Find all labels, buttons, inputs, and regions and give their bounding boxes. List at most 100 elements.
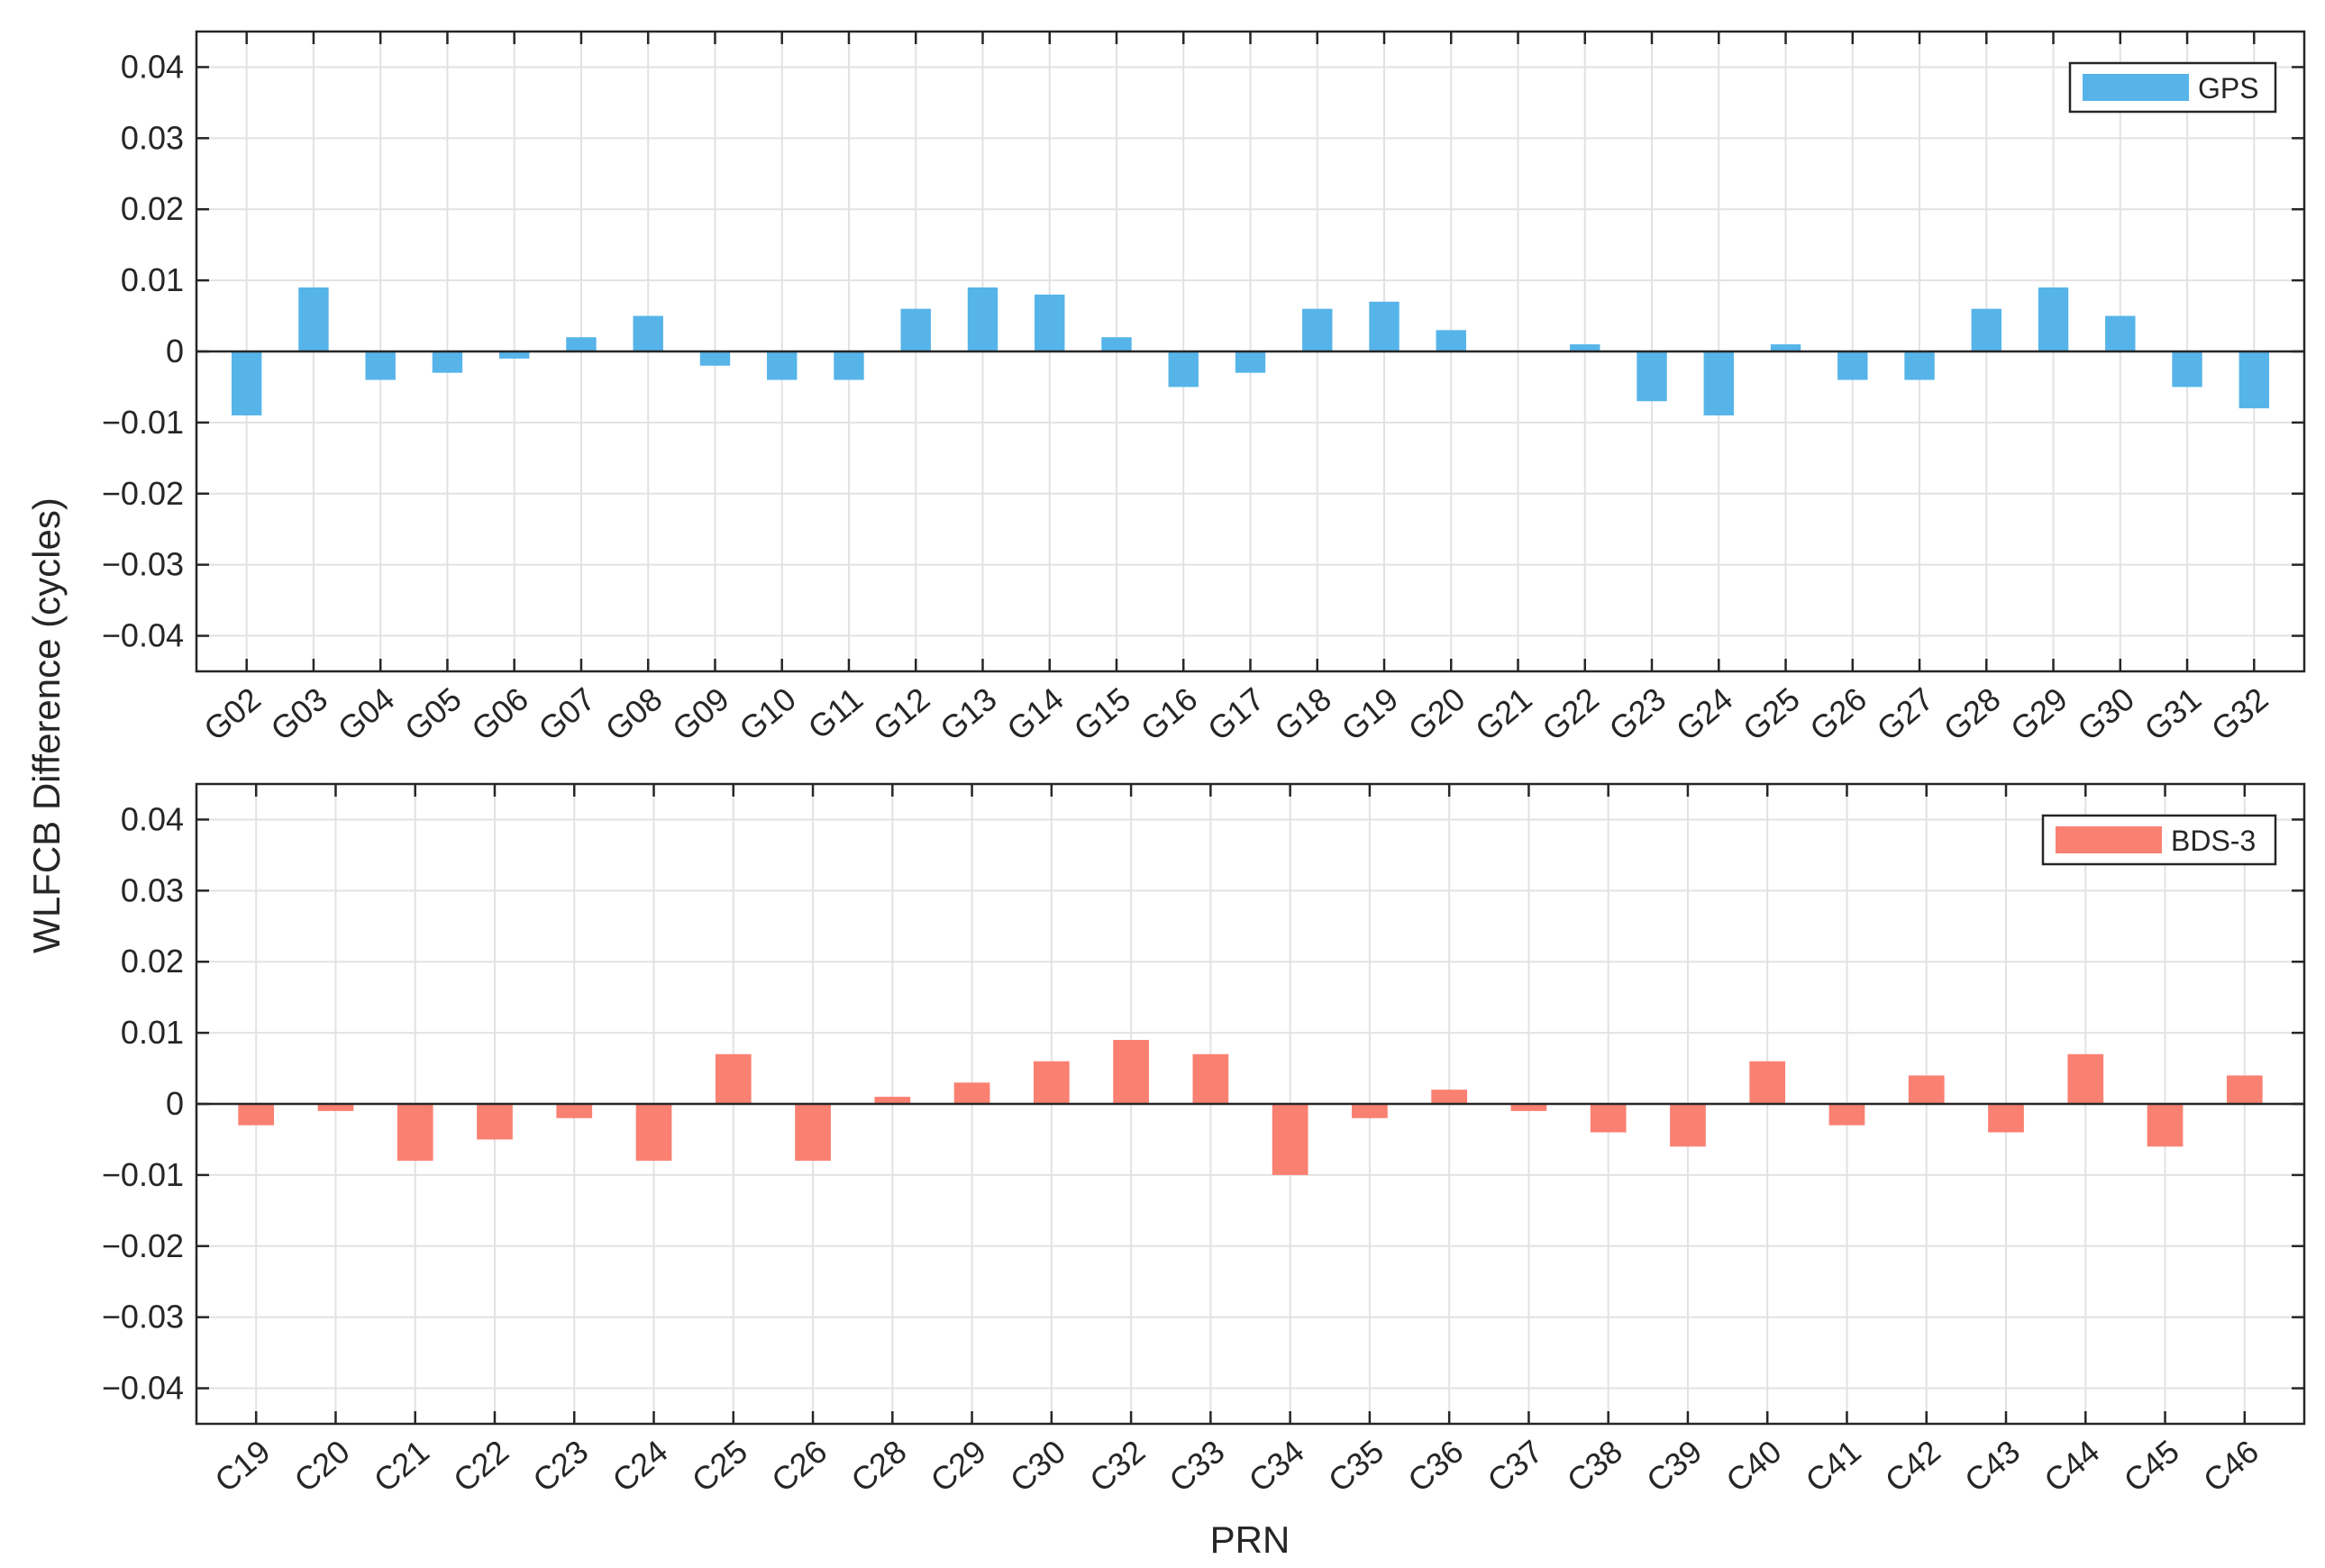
x-tick-label-g29: G29 (2003, 680, 2074, 748)
bar-c32 (1113, 1040, 1149, 1104)
y-tick-label: 0 (166, 1085, 184, 1122)
y-tick-label: −0.02 (102, 475, 184, 512)
x-tick-label-c40: C40 (1719, 1433, 1788, 1500)
bar-g23 (1637, 351, 1667, 402)
bar-g28 (1971, 308, 2002, 351)
x-tick-label-g15: G15 (1067, 680, 1137, 748)
bar-c35 (1352, 1104, 1388, 1118)
bar-g15 (1101, 337, 1132, 351)
y-tick-label: −0.03 (102, 1299, 184, 1336)
bar-c25 (715, 1053, 752, 1104)
bar-c40 (1749, 1061, 1786, 1104)
x-tick-label-g06: G06 (464, 680, 534, 748)
x-tick-label-c38: C38 (1560, 1433, 1629, 1500)
x-tick-label-g27: G27 (1870, 680, 1940, 748)
x-tick-label-g08: G08 (598, 680, 669, 748)
y-tick-label: −0.02 (102, 1227, 184, 1264)
bar-g22 (1570, 344, 1600, 351)
bar-g04 (365, 351, 396, 380)
y-tick-label: 0.01 (121, 1014, 184, 1051)
bar-c37 (1510, 1104, 1547, 1111)
x-tick-label-c41: C41 (1799, 1433, 1868, 1500)
bar-g27 (1904, 351, 1935, 380)
bar-c23 (556, 1104, 593, 1118)
bar-c42 (1908, 1075, 1945, 1104)
bar-g02 (231, 351, 262, 415)
x-tick-label-g05: G05 (397, 680, 468, 748)
bar-g32 (2238, 351, 2270, 409)
x-tick-label-g14: G14 (999, 680, 1070, 748)
x-tick-label-c39: C39 (1639, 1433, 1709, 1500)
y-tick-label: 0.04 (121, 48, 184, 85)
x-tick-label-c20: C20 (287, 1433, 357, 1500)
bar-g24 (1703, 351, 1734, 415)
legend-label: BDS-3 (2171, 825, 2256, 857)
bar-g13 (967, 287, 998, 351)
bar-c39 (1670, 1104, 1706, 1147)
legend: GPS (2068, 61, 2277, 114)
bar-g30 (2105, 315, 2136, 351)
y-tick-label: 0.01 (121, 261, 184, 298)
x-tick-label-c19: C19 (207, 1433, 277, 1500)
y-tick-label: −0.01 (102, 1156, 184, 1193)
x-tick-label-g31: G31 (2138, 680, 2208, 748)
bar-c24 (635, 1104, 672, 1162)
x-tick-label-g26: G26 (1802, 680, 1873, 748)
x-tick-label-c33: C33 (1162, 1433, 1232, 1500)
bar-g06 (498, 351, 530, 359)
x-tick-label-g30: G30 (2070, 680, 2140, 748)
bar-c20 (317, 1104, 354, 1111)
y-tick-label: −0.04 (102, 617, 184, 654)
bar-g03 (298, 287, 329, 351)
bar-c22 (477, 1104, 513, 1140)
x-tick-label-c36: C36 (1400, 1433, 1470, 1500)
x-tick-label-c22: C22 (446, 1433, 515, 1500)
bar-g07 (566, 337, 597, 351)
y-axis-label: WLFCB Difference (cycles) (25, 497, 68, 953)
y-tick-label: 0.03 (121, 119, 184, 156)
y-tick-label: 0.04 (121, 800, 184, 837)
x-tick-label-g07: G07 (532, 680, 602, 748)
x-tick-label-c28: C28 (844, 1433, 914, 1500)
x-tick-label-c30: C30 (1003, 1433, 1072, 1500)
x-tick-label-g18: G18 (1267, 680, 1337, 748)
bar-c41 (1828, 1104, 1865, 1126)
y-tick-label: 0.02 (121, 190, 184, 227)
x-tick-label-c35: C35 (1321, 1433, 1390, 1500)
x-tick-label-g24: G24 (1669, 680, 1739, 748)
x-tick-label-g09: G09 (665, 680, 735, 748)
bar-c44 (2067, 1053, 2104, 1104)
bar-g16 (1168, 351, 1199, 387)
y-tick-label: −0.04 (102, 1370, 184, 1407)
y-tick-label: 0.03 (121, 871, 184, 908)
x-tick-label-g21: G21 (1468, 680, 1538, 748)
legend-label: GPS (2198, 72, 2259, 105)
x-tick-label-g11: G11 (801, 680, 870, 746)
bar-c28 (874, 1097, 911, 1104)
bds3-panel: −0.04 −0.03 −0.02 −0.01 0 0.01 0.02 0.03 0.04 C19… (102, 782, 2306, 1500)
x-tick-label-c44: C44 (2037, 1433, 2106, 1500)
x-tick-label-g04: G04 (331, 680, 401, 748)
bar-g09 (699, 351, 731, 366)
bar-c26 (795, 1104, 831, 1162)
bar-c29 (953, 1082, 990, 1104)
x-tick-label-c46: C46 (2196, 1433, 2266, 1500)
y-tick-label: 0 (166, 333, 184, 369)
x-tick-label-g13: G13 (933, 680, 1003, 748)
y-tick-label: −0.01 (102, 404, 184, 441)
x-tick-label-c24: C24 (606, 1433, 675, 1500)
bar-g05 (432, 351, 463, 373)
bar-c36 (1431, 1089, 1468, 1104)
x-tick-label-c34: C34 (1242, 1433, 1311, 1500)
x-tick-label-c42: C42 (1878, 1433, 1947, 1500)
x-tick-label-g20: G20 (1401, 680, 1472, 748)
x-tick-label-g19: G19 (1335, 680, 1405, 748)
bar-c38 (1590, 1104, 1627, 1133)
x-tick-label-g03: G03 (264, 680, 334, 748)
bar-g17 (1235, 351, 1266, 373)
bar-c43 (1988, 1104, 2024, 1133)
x-tick-label-g32: G32 (2204, 680, 2275, 748)
x-tick-label-c25: C25 (685, 1433, 754, 1500)
x-tick-label-c45: C45 (2117, 1433, 2186, 1500)
bar-g10 (767, 351, 798, 380)
